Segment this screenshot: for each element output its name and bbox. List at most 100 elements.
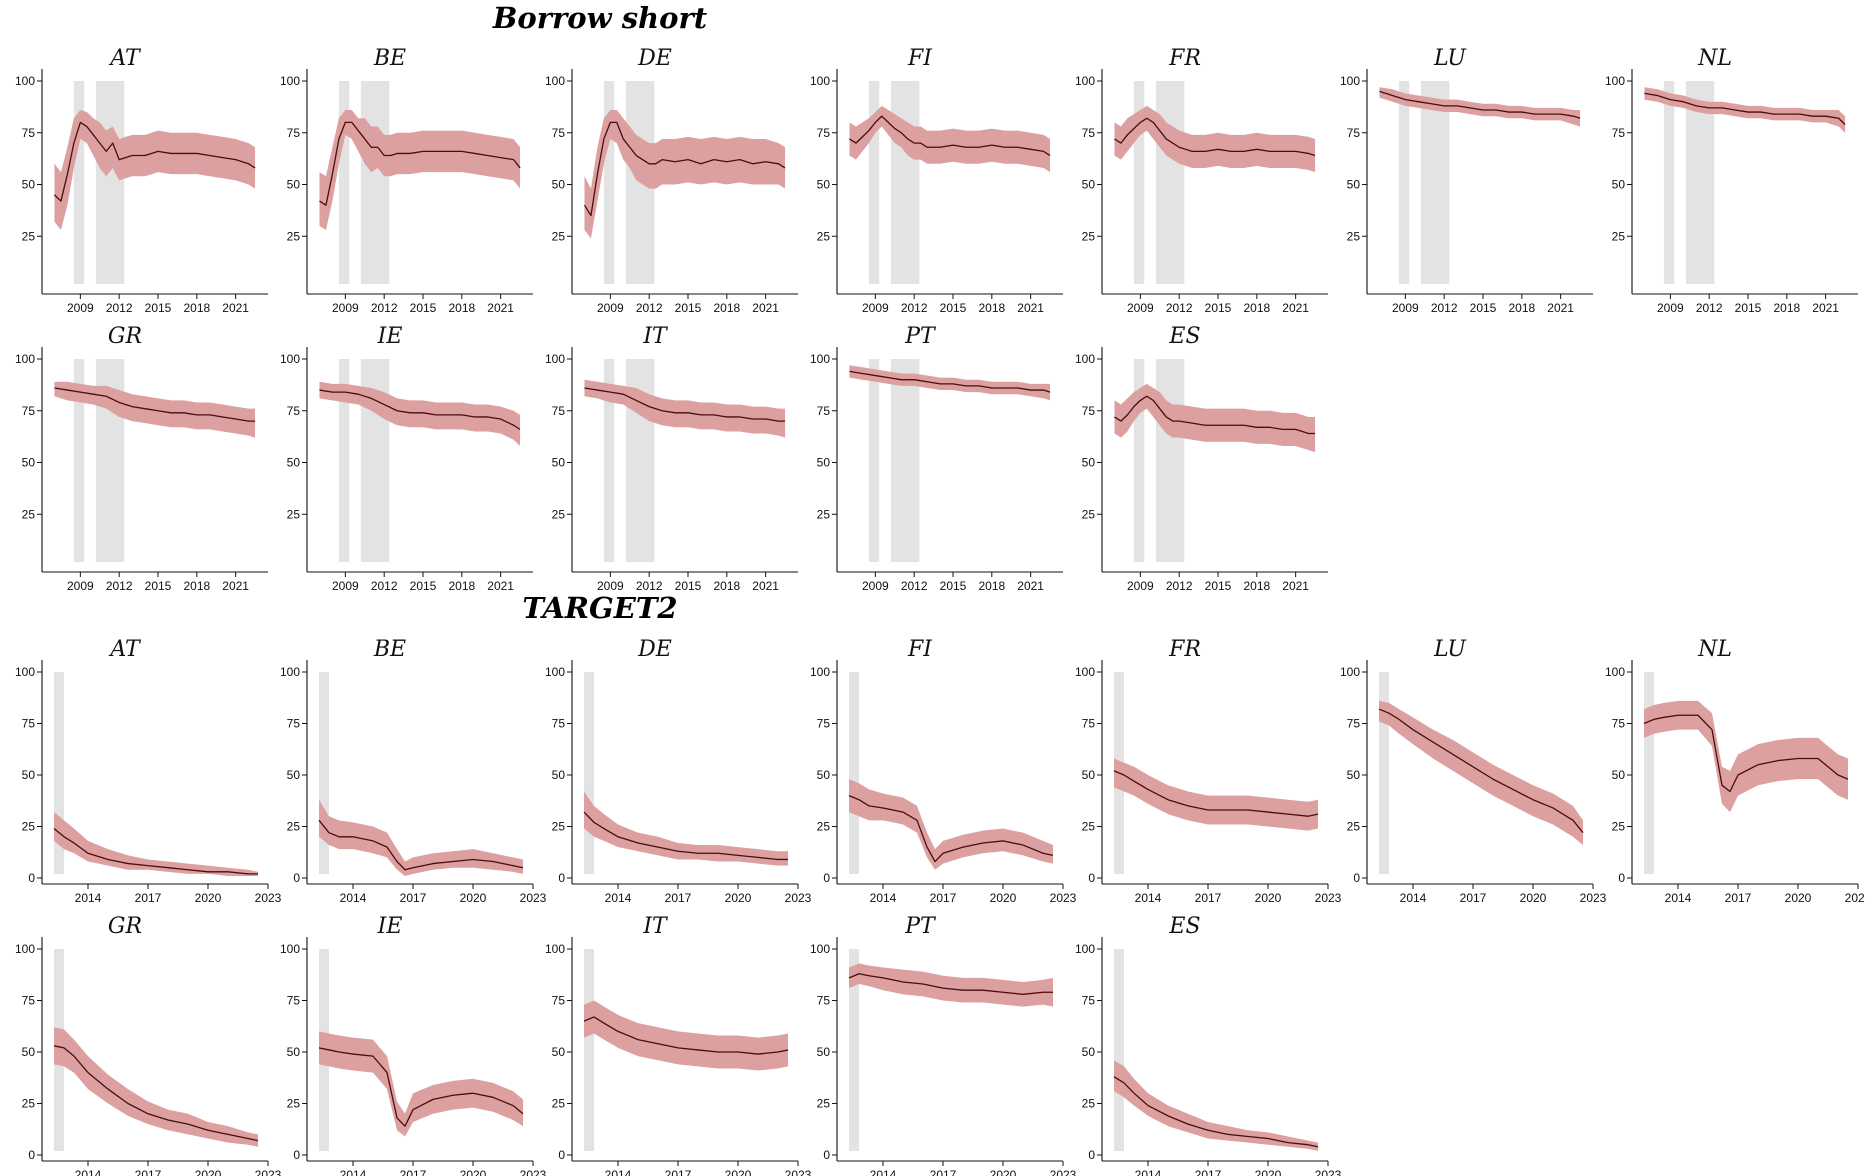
- x-tick-label: 2020: [725, 891, 752, 905]
- y-tick-label: 50: [1082, 768, 1096, 782]
- y-tick-label: 100: [1340, 665, 1360, 679]
- x-tick-label: 2009: [597, 301, 624, 315]
- x-tick-label: 2012: [1431, 301, 1458, 315]
- series-line: [54, 829, 258, 874]
- panel-title: LU: [1433, 637, 1467, 662]
- x-tick-label: 2023: [1845, 891, 1865, 905]
- x-tick-label: 2009: [67, 301, 94, 315]
- y-tick-label: 75: [22, 994, 36, 1008]
- confidence-band: [1644, 87, 1845, 133]
- panel-title: PT: [904, 914, 937, 939]
- x-tick-label: 2009: [1392, 301, 1419, 315]
- panel-borrow-short-it: 2550751002009 2012 2015 2018 2021IT: [545, 324, 798, 593]
- panel-target2-de: 0 25 50 75 100 2014 2017 2020 2023 DE: [545, 637, 812, 905]
- x-tick-label: 2020: [460, 891, 487, 905]
- y-tick-label: 100: [545, 74, 565, 88]
- panel-title: GR: [108, 914, 142, 939]
- y-tick-label: 75: [552, 994, 566, 1008]
- confidence-band: [319, 800, 523, 876]
- y-tick-label: 50: [1082, 1045, 1096, 1059]
- x-tick-label: 2009: [1127, 301, 1154, 315]
- y-tick-label: 50: [287, 768, 301, 782]
- y-tick-label: 75: [1082, 126, 1096, 140]
- y-tick-label: 75: [817, 994, 831, 1008]
- x-tick-label: 2017: [930, 891, 957, 905]
- panel-title: AT: [108, 46, 142, 71]
- shaded-period: [1114, 949, 1124, 1151]
- x-tick-label: 2014: [605, 1168, 632, 1176]
- y-tick-label: 75: [817, 126, 831, 140]
- x-tick-label: 2017: [400, 891, 427, 905]
- y-tick-label: 50: [22, 178, 36, 192]
- y-tick-label: 0: [293, 871, 300, 885]
- y-tick-label: 75: [552, 717, 566, 731]
- x-tick-label: 2020: [990, 1168, 1017, 1176]
- x-tick-label: 2018: [713, 301, 740, 315]
- x-tick-label: 2021: [1017, 579, 1044, 593]
- x-tick-label: 2017: [665, 1168, 692, 1176]
- x-tick-label: 2021: [1547, 301, 1574, 315]
- y-tick-label: 100: [545, 665, 565, 679]
- confidence-band: [849, 106, 1050, 172]
- x-tick-label: 2018: [1508, 301, 1535, 315]
- panel-borrow-short-ie: 2550751002009 2012 2015 2018 2021IE: [280, 324, 533, 593]
- y-tick-label: 100: [1605, 74, 1625, 88]
- x-tick-label: 2014: [340, 891, 367, 905]
- panel-borrow-short-fr: 25 50 75 100 2009 2012 2015 2018 2021 FR: [1075, 46, 1328, 315]
- y-tick-label: 0: [1088, 1148, 1095, 1162]
- x-tick-label: 2023: [520, 891, 547, 905]
- x-tick-label: 2009: [332, 301, 359, 315]
- y-tick-label: 25: [552, 507, 566, 521]
- x-tick-label: 2015: [145, 579, 172, 593]
- shaded-period: [1399, 81, 1409, 284]
- y-tick-label: 100: [1075, 665, 1095, 679]
- x-tick-label: 2021: [487, 301, 514, 315]
- panel-borrow-short-gr: 2550751002009 2012 2015 2018 2021GR: [15, 324, 268, 593]
- confidence-band: [584, 1001, 788, 1071]
- y-tick-label: 75: [22, 404, 36, 418]
- y-tick-label: 50: [817, 456, 831, 470]
- y-tick-label: 25: [1082, 820, 1096, 834]
- x-tick-label: 2012: [901, 579, 928, 593]
- x-tick-label: 2015: [410, 579, 437, 593]
- y-tick-label: 0: [558, 871, 565, 885]
- x-tick-label: 2012: [1166, 579, 1193, 593]
- y-tick-label: 50: [22, 456, 36, 470]
- confidence-band: [1379, 87, 1580, 126]
- shaded-period: [584, 949, 594, 1151]
- panel-target2-ie: 02550751002014 2017 2020 2023IE: [280, 914, 547, 1176]
- shaded-period: [849, 672, 859, 874]
- panel-title: NL: [1697, 46, 1732, 71]
- x-tick-label: 2018: [183, 301, 210, 315]
- x-tick-label: 2017: [135, 891, 162, 905]
- y-tick-label: 100: [545, 942, 565, 956]
- y-tick-label: 50: [817, 768, 831, 782]
- panel-title: GR: [108, 324, 142, 349]
- y-tick-label: 100: [1075, 352, 1095, 366]
- panels-group: 25 50 75 100 2009 2012 2015 2018 2021 AT 25 50 75 100…: [15, 46, 1865, 1176]
- x-tick-label: 2023: [1315, 1168, 1342, 1176]
- x-tick-label: 2020: [725, 1168, 752, 1176]
- y-tick-label: 75: [287, 404, 301, 418]
- y-tick-label: 25: [817, 229, 831, 243]
- x-tick-label: 2017: [1195, 891, 1222, 905]
- panel-title: IE: [377, 324, 403, 349]
- shaded-period: [891, 81, 919, 284]
- y-tick-label: 100: [280, 352, 300, 366]
- panel-title: IE: [377, 914, 403, 939]
- x-tick-label: 2012: [371, 301, 398, 315]
- x-tick-label: 2020: [195, 1168, 222, 1176]
- x-tick-label: 2021: [1017, 301, 1044, 315]
- y-tick-label: 50: [552, 456, 566, 470]
- y-tick-label: 0: [28, 1148, 35, 1162]
- y-tick-label: 75: [1347, 126, 1361, 140]
- x-tick-label: 2018: [1773, 301, 1800, 315]
- confidence-band: [849, 365, 1050, 400]
- y-tick-label: 100: [810, 942, 830, 956]
- x-tick-label: 2020: [1785, 891, 1812, 905]
- x-tick-label: 2014: [340, 1168, 367, 1176]
- y-tick-label: 25: [287, 229, 301, 243]
- confidence-band: [319, 1031, 523, 1136]
- confidence-band: [584, 380, 785, 438]
